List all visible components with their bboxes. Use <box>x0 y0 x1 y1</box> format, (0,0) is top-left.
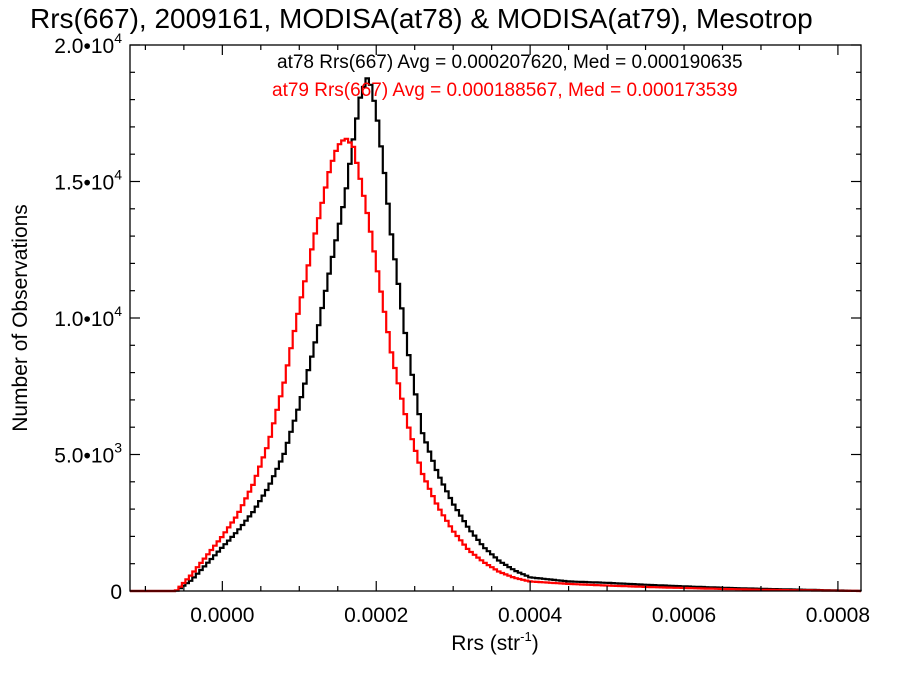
x-axis-label: Rrs (str-1) <box>451 629 538 655</box>
legend-entry-at79: at79 Rrs(667) Avg = 0.000188567, Med = 0… <box>272 80 738 101</box>
y-tick-label: 1.5•104 <box>54 167 122 195</box>
x-tick-label: 0.0002 <box>344 604 408 627</box>
legend-entry-at78: at78 Rrs(667) Avg = 0.000207620, Med = 0… <box>277 52 743 73</box>
series-line-at79 <box>130 137 861 593</box>
x-tick-label: 0.0004 <box>498 604 563 627</box>
y-tick-label: 5.0•103 <box>54 440 122 468</box>
x-tick-label: 0.0008 <box>806 604 870 627</box>
chart-title: Rrs(667), 2009161, MODISA(at78) & MODISA… <box>30 3 813 34</box>
series-layer <box>130 77 862 593</box>
y-tick-label: 1.0•104 <box>54 303 122 331</box>
y-tick-label: 2.0•104 <box>54 30 122 58</box>
y-axis-label: Number of Observations <box>9 204 32 432</box>
y-tick-label: 0 <box>110 581 122 604</box>
x-axis: 0.0000 0.0002 0.0004 0.0006 0.0008 <box>144 45 870 627</box>
series-line-at78 <box>130 77 862 593</box>
plot-frame <box>129 44 862 592</box>
y-axis: 0 5.0•103 1.0•104 1.5•104 2.0•104 <box>54 30 861 604</box>
x-tick-label: 0.0006 <box>652 604 716 627</box>
x-tick-label: 0.0000 <box>190 604 254 627</box>
